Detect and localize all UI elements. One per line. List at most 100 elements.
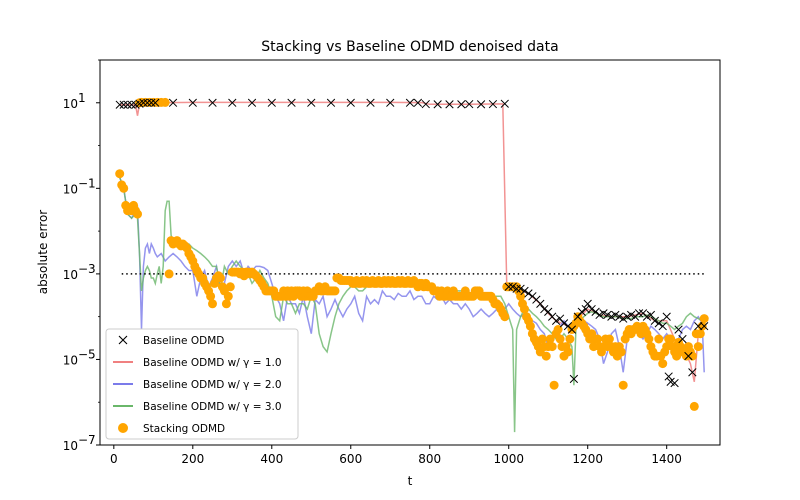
stacking-point <box>500 312 510 322</box>
baseline-point <box>267 98 276 107</box>
baseline-point <box>524 289 533 298</box>
stacking-point <box>215 273 225 283</box>
y-tick-label-exponent: 1 <box>78 91 86 105</box>
x-tick-label: 800 <box>418 452 441 466</box>
baseline-point <box>346 98 355 107</box>
baseline-point <box>476 100 486 109</box>
baseline-point <box>139 98 148 107</box>
stacking-point <box>206 291 216 301</box>
baseline-point <box>508 282 517 291</box>
stacking-point <box>654 334 664 344</box>
baseline-point <box>386 98 395 107</box>
baseline-point <box>650 316 659 325</box>
baseline-point <box>662 312 671 321</box>
baseline-point <box>536 299 545 308</box>
baseline-point <box>421 99 430 109</box>
x-axis-label: t <box>408 474 413 488</box>
baseline-point <box>488 99 498 109</box>
baseline-point <box>555 314 565 323</box>
stacking-point <box>525 321 535 331</box>
stacking-point <box>225 282 235 292</box>
x-tick-label: 1200 <box>572 452 603 466</box>
stacking-point <box>618 380 628 390</box>
plot-area <box>115 97 709 433</box>
legend-box <box>105 328 299 440</box>
baseline-point <box>674 325 683 334</box>
baseline-point <box>634 309 644 318</box>
baseline-point <box>569 374 579 384</box>
baseline-point <box>567 325 577 334</box>
stacking-point <box>164 269 174 279</box>
stacking-point <box>553 325 563 334</box>
x-tick-label: 1000 <box>493 452 524 466</box>
baseline-point <box>307 98 316 107</box>
baseline-point <box>143 98 152 107</box>
baseline-point <box>115 100 124 109</box>
stacking-point <box>616 347 626 357</box>
stacking-point <box>695 329 705 339</box>
baseline-point <box>188 98 197 107</box>
stacking-point <box>547 342 557 352</box>
baseline-point <box>433 100 442 109</box>
stacking-point <box>545 334 555 344</box>
stacking-point <box>693 342 703 352</box>
legend-label: Baseline ODMD w/ γ = 2.0 <box>143 379 282 391</box>
x-tick-label: 600 <box>339 452 362 466</box>
legend-label: Stacking ODMD <box>143 423 225 435</box>
stacking-point <box>541 351 551 361</box>
baseline-point <box>573 312 582 321</box>
stacking-point <box>119 183 129 193</box>
baseline-point <box>658 322 667 331</box>
baseline-point <box>540 304 549 314</box>
baseline-point <box>654 319 663 328</box>
baseline-point <box>168 98 178 107</box>
stacking-point <box>644 334 654 344</box>
baseline-point <box>500 99 509 108</box>
stacking-point <box>563 347 573 357</box>
legend: Baseline ODMD Baseline ODMD w/ γ = 1.0 Bas… <box>105 328 299 440</box>
stacking-point <box>516 291 526 301</box>
baseline-point <box>688 368 697 377</box>
y-axis-label: absolute error <box>36 210 50 295</box>
baseline-point <box>670 378 679 388</box>
stacking-point <box>699 314 709 324</box>
stacking-point <box>689 401 699 411</box>
stacking-point <box>537 334 547 344</box>
y-tick-label: 10 <box>63 353 78 367</box>
baseline-point <box>516 284 525 293</box>
baseline-point <box>405 98 415 107</box>
legend-label: Baseline ODMD <box>143 335 224 347</box>
stacking-point <box>223 291 233 301</box>
baseline-point <box>208 98 217 107</box>
stacking-point <box>115 169 125 179</box>
y-tick-label-exponent: −7 <box>78 433 96 447</box>
stacking-point <box>133 209 142 219</box>
baseline-point <box>366 98 375 107</box>
y-tick-label: 10 <box>63 268 78 282</box>
legend-marker-x <box>118 335 128 345</box>
baseline-point <box>700 322 709 331</box>
y-tick-label-exponent: −3 <box>78 262 96 276</box>
baseline-point <box>591 307 600 316</box>
baseline-point <box>445 100 454 109</box>
baseline-point <box>228 98 237 107</box>
baseline-point <box>151 98 160 107</box>
legend-marker-circle <box>118 423 128 433</box>
baseline-point <box>512 284 521 293</box>
baseline-point <box>684 351 693 361</box>
y-tick-label: 10 <box>63 97 78 111</box>
chart-title: Stacking vs Baseline ODMD denoised data <box>261 39 558 55</box>
baseline-point <box>326 98 336 107</box>
y-tick-label: 10 <box>63 439 78 453</box>
baseline-point <box>457 100 466 109</box>
baseline-point <box>678 334 687 344</box>
y-tick-label-exponent: −1 <box>78 176 96 190</box>
legend-label: Baseline ODMD w/ γ = 3.0 <box>143 401 282 413</box>
stacking-point <box>687 351 697 361</box>
baseline-point <box>504 282 513 291</box>
baseline-point <box>147 98 156 107</box>
y-tick-label-exponent: −5 <box>78 347 96 361</box>
baseline-point <box>119 100 128 109</box>
